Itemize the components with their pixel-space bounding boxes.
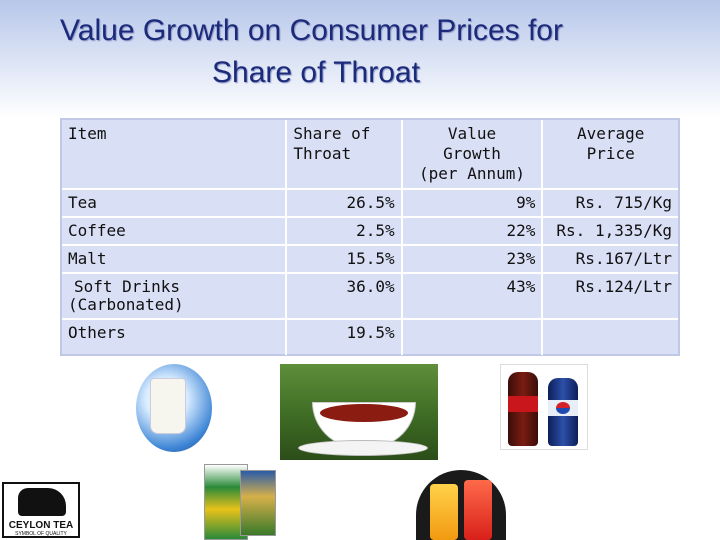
- cell-price: Rs.167/Ltr: [541, 244, 678, 273]
- table-row: Coffee 2.5% 22% Rs. 1,335/Kg: [62, 216, 678, 245]
- cell-price: Rs. 715/Kg: [541, 188, 678, 217]
- table-row: Malt 15.5% 23% Rs.167/Ltr: [62, 244, 678, 273]
- cell-price: Rs.124/Ltr: [541, 272, 678, 319]
- cell-price: [541, 318, 678, 355]
- table-row: Tea 26.5% 9% Rs. 715/Kg: [62, 188, 678, 217]
- cell-growth: 43%: [400, 272, 543, 319]
- cell-item: Malt: [62, 244, 287, 273]
- tea-liquid-shape: [320, 404, 408, 422]
- cell-item: Soft Drinks (Carbonated): [62, 272, 287, 319]
- table-row: Soft Drinks (Carbonated) 36.0% 43% Rs.124…: [62, 272, 678, 319]
- header-price: Average Price: [541, 120, 678, 189]
- header-item: Item: [68, 124, 107, 143]
- table-header-row: Item Share of Throat Value Growth (per Annu…: [62, 120, 678, 189]
- cell-share: 19.5%: [285, 318, 402, 355]
- cell-growth: [400, 318, 543, 355]
- slide-title-line-2: Share of Throat: [212, 56, 420, 89]
- orange-juice-glass-shape: [430, 484, 458, 540]
- cell-item: Others: [62, 318, 287, 355]
- cell-share: 26.5%: [285, 188, 402, 217]
- cola-label-shape: [508, 396, 538, 412]
- cell-growth: 23%: [400, 244, 543, 273]
- cell-share: 15.5%: [285, 244, 402, 273]
- header-share: Share of Throat: [285, 120, 402, 189]
- saucer-shape: [298, 440, 428, 456]
- pepsi-logo-shape: [556, 402, 570, 414]
- malt-drink-box-2-image: [240, 470, 276, 536]
- cell-growth: 22%: [400, 216, 543, 245]
- ceylon-tea-logo: CEYLON TEA SYMBOL OF QUALITY: [2, 482, 80, 538]
- cell-share: 36.0%: [285, 272, 402, 319]
- cell-item: Tea: [62, 188, 287, 217]
- table-row: Others 19.5%: [62, 318, 678, 355]
- share-of-throat-table: Item Share of Throat Value Growth (per Annu…: [60, 118, 680, 356]
- logo-name: CEYLON TEA: [8, 520, 74, 531]
- cell-price: Rs. 1,335/Kg: [541, 216, 678, 245]
- header-growth: Value Growth (per Annum): [400, 120, 543, 189]
- lion-icon: [18, 488, 66, 516]
- red-juice-glass-shape: [464, 480, 492, 540]
- milk-glass-shape: [150, 378, 186, 434]
- slide-title: Value Growth on Consumer Prices for Shar…: [60, 10, 680, 94]
- slide-title-line-1: Value Growth on Consumer Prices for: [60, 14, 563, 47]
- cell-item: Coffee: [62, 216, 287, 245]
- logo-tagline: SYMBOL OF QUALITY: [15, 531, 67, 537]
- cell-growth: 9%: [400, 188, 543, 217]
- cell-share: 2.5%: [285, 216, 402, 245]
